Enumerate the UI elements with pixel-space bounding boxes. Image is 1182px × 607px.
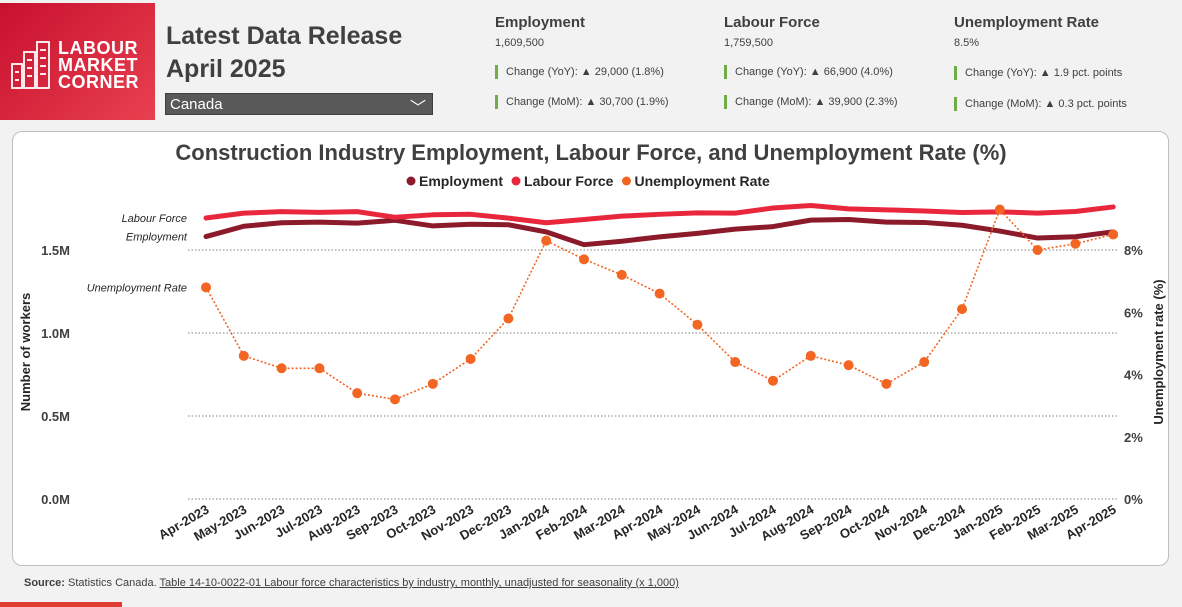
y-axis-title: Number of workers <box>18 293 33 411</box>
source-note: Source: Statistics Canada. Table 14-10-0… <box>24 577 679 589</box>
y-tick-label: 0.5M <box>41 409 70 424</box>
data-point-unemployment-rate <box>881 378 892 389</box>
data-point-unemployment-rate <box>427 378 438 389</box>
series-start-label: Unemployment Rate <box>87 282 187 294</box>
kpi-unemployment-rate: Unemployment Rate 8.5% Change (YoY): ▲ 1… <box>954 14 1174 111</box>
kpi-change-yoy: Change (YoY): ▲ 29,000 (1.8%) <box>495 65 664 79</box>
series-start-label: Labour Force <box>122 213 187 225</box>
data-point-unemployment-rate <box>1070 238 1081 249</box>
data-point-unemployment-rate <box>201 282 211 293</box>
data-point-unemployment-rate <box>390 394 400 405</box>
data-point-unemployment-rate <box>465 353 476 364</box>
data-point-unemployment-rate <box>276 363 287 374</box>
kpi-value: 1,609,500 <box>495 37 544 49</box>
brand-logo: LABOUR MARKET CORNER <box>0 3 155 120</box>
y2-axis-title: Unemployment rate (%) <box>1151 279 1166 424</box>
y2-tick-label: 6% <box>1124 305 1143 320</box>
data-point-unemployment-rate <box>805 350 816 361</box>
chevron-down-icon: ﹀ <box>409 100 426 117</box>
y-tick-label: 0.0M <box>41 492 70 507</box>
kpi-change-yoy: Change (YoY): ▲ 66,900 (4.0%) <box>724 65 893 79</box>
logo-text-line2: MARKET <box>58 55 138 75</box>
accent-bar <box>0 602 122 607</box>
data-point-unemployment-rate <box>768 375 778 386</box>
source-link[interactable]: Table 14-10-0022-01 Labour force charact… <box>159 577 679 589</box>
kpi-change-yoy: Change (YoY): ▲ 1.9 pct. points <box>954 66 1122 80</box>
data-point-unemployment-rate <box>616 269 627 280</box>
legend-label: Unemployment Rate <box>634 173 770 189</box>
chart-card <box>12 131 1169 566</box>
legend-label: Employment <box>419 173 503 189</box>
kpi-value: 1,759,500 <box>724 37 773 49</box>
legend-marker <box>621 176 631 186</box>
data-point-unemployment-rate <box>579 254 589 265</box>
y2-tick-label: 8% <box>1124 243 1143 258</box>
data-point-unemployment-rate <box>692 319 703 330</box>
data-point-unemployment-rate <box>919 357 930 368</box>
kpi-labour-force: Labour Force 1,759,500 Change (YoY): ▲ 6… <box>724 14 944 109</box>
release-title: Latest Data Release April 2025 <box>166 20 402 86</box>
series-start-label: Employment <box>126 232 188 244</box>
legend-marker <box>511 176 521 186</box>
kpi-change-mom: Change (MoM): ▲ 30,700 (1.9%) <box>495 95 669 109</box>
data-point-unemployment-rate <box>957 304 967 315</box>
source-org: Statistics Canada. <box>64 577 160 589</box>
logo-text-line3: CORNER <box>58 72 140 92</box>
data-point-unemployment-rate <box>654 288 665 299</box>
legend-label: Labour Force <box>524 173 614 189</box>
data-point-unemployment-rate <box>843 360 854 371</box>
logo-text-line1: LABOUR <box>58 38 138 58</box>
legend-marker <box>406 176 416 186</box>
series-line-labour-force <box>203 203 1116 226</box>
release-title-line1: Latest Data Release <box>166 22 403 50</box>
combo-line-chart: 0.0M 0.5M 1.0M 1.5M 0% 2% 4% 6% 8% Number of work… <box>18 173 1166 544</box>
source-prefix: Source: <box>24 577 65 589</box>
y2-tick-label: 4% <box>1124 368 1143 383</box>
y-tick-label: 1.5M <box>41 243 70 258</box>
data-point-unemployment-rate <box>994 204 1005 215</box>
buildings-icon <box>11 41 50 89</box>
data-point-unemployment-rate <box>1032 245 1043 255</box>
data-point-unemployment-rate <box>730 357 741 368</box>
data-point-unemployment-rate <box>352 388 363 399</box>
kpi-value: 8.5% <box>954 37 980 49</box>
data-point-unemployment-rate <box>1108 229 1119 240</box>
data-point-unemployment-rate <box>238 350 249 361</box>
y2-tick-label: 0% <box>1124 492 1143 507</box>
data-point-unemployment-rate <box>503 313 514 324</box>
kpi-employment: Employment 1,609,500 Change (YoY): ▲ 29,… <box>495 14 715 109</box>
kpi-label: Employment <box>495 14 586 31</box>
kpi-label: Unemployment Rate <box>954 14 1100 31</box>
series-line-employment <box>203 216 1116 248</box>
kpi-change-mom: Change (MoM): ▲ 0.3 pct. points <box>954 97 1127 111</box>
data-point-unemployment-rate <box>314 363 325 374</box>
kpi-label: Labour Force <box>724 14 820 31</box>
kpi-change-mom: Change (MoM): ▲ 39,900 (2.3%) <box>724 95 898 109</box>
geography-selected-value: Canada <box>170 96 223 113</box>
geography-dropdown[interactable]: Canada ﹀ <box>165 93 433 117</box>
release-title-line2: April 2025 <box>166 55 286 83</box>
data-point-unemployment-rate <box>541 235 552 246</box>
chart-title: Construction Industry Employment, Labour… <box>175 140 1007 165</box>
y-tick-label: 1.0M <box>41 326 70 341</box>
y2-tick-label: 2% <box>1124 430 1143 445</box>
